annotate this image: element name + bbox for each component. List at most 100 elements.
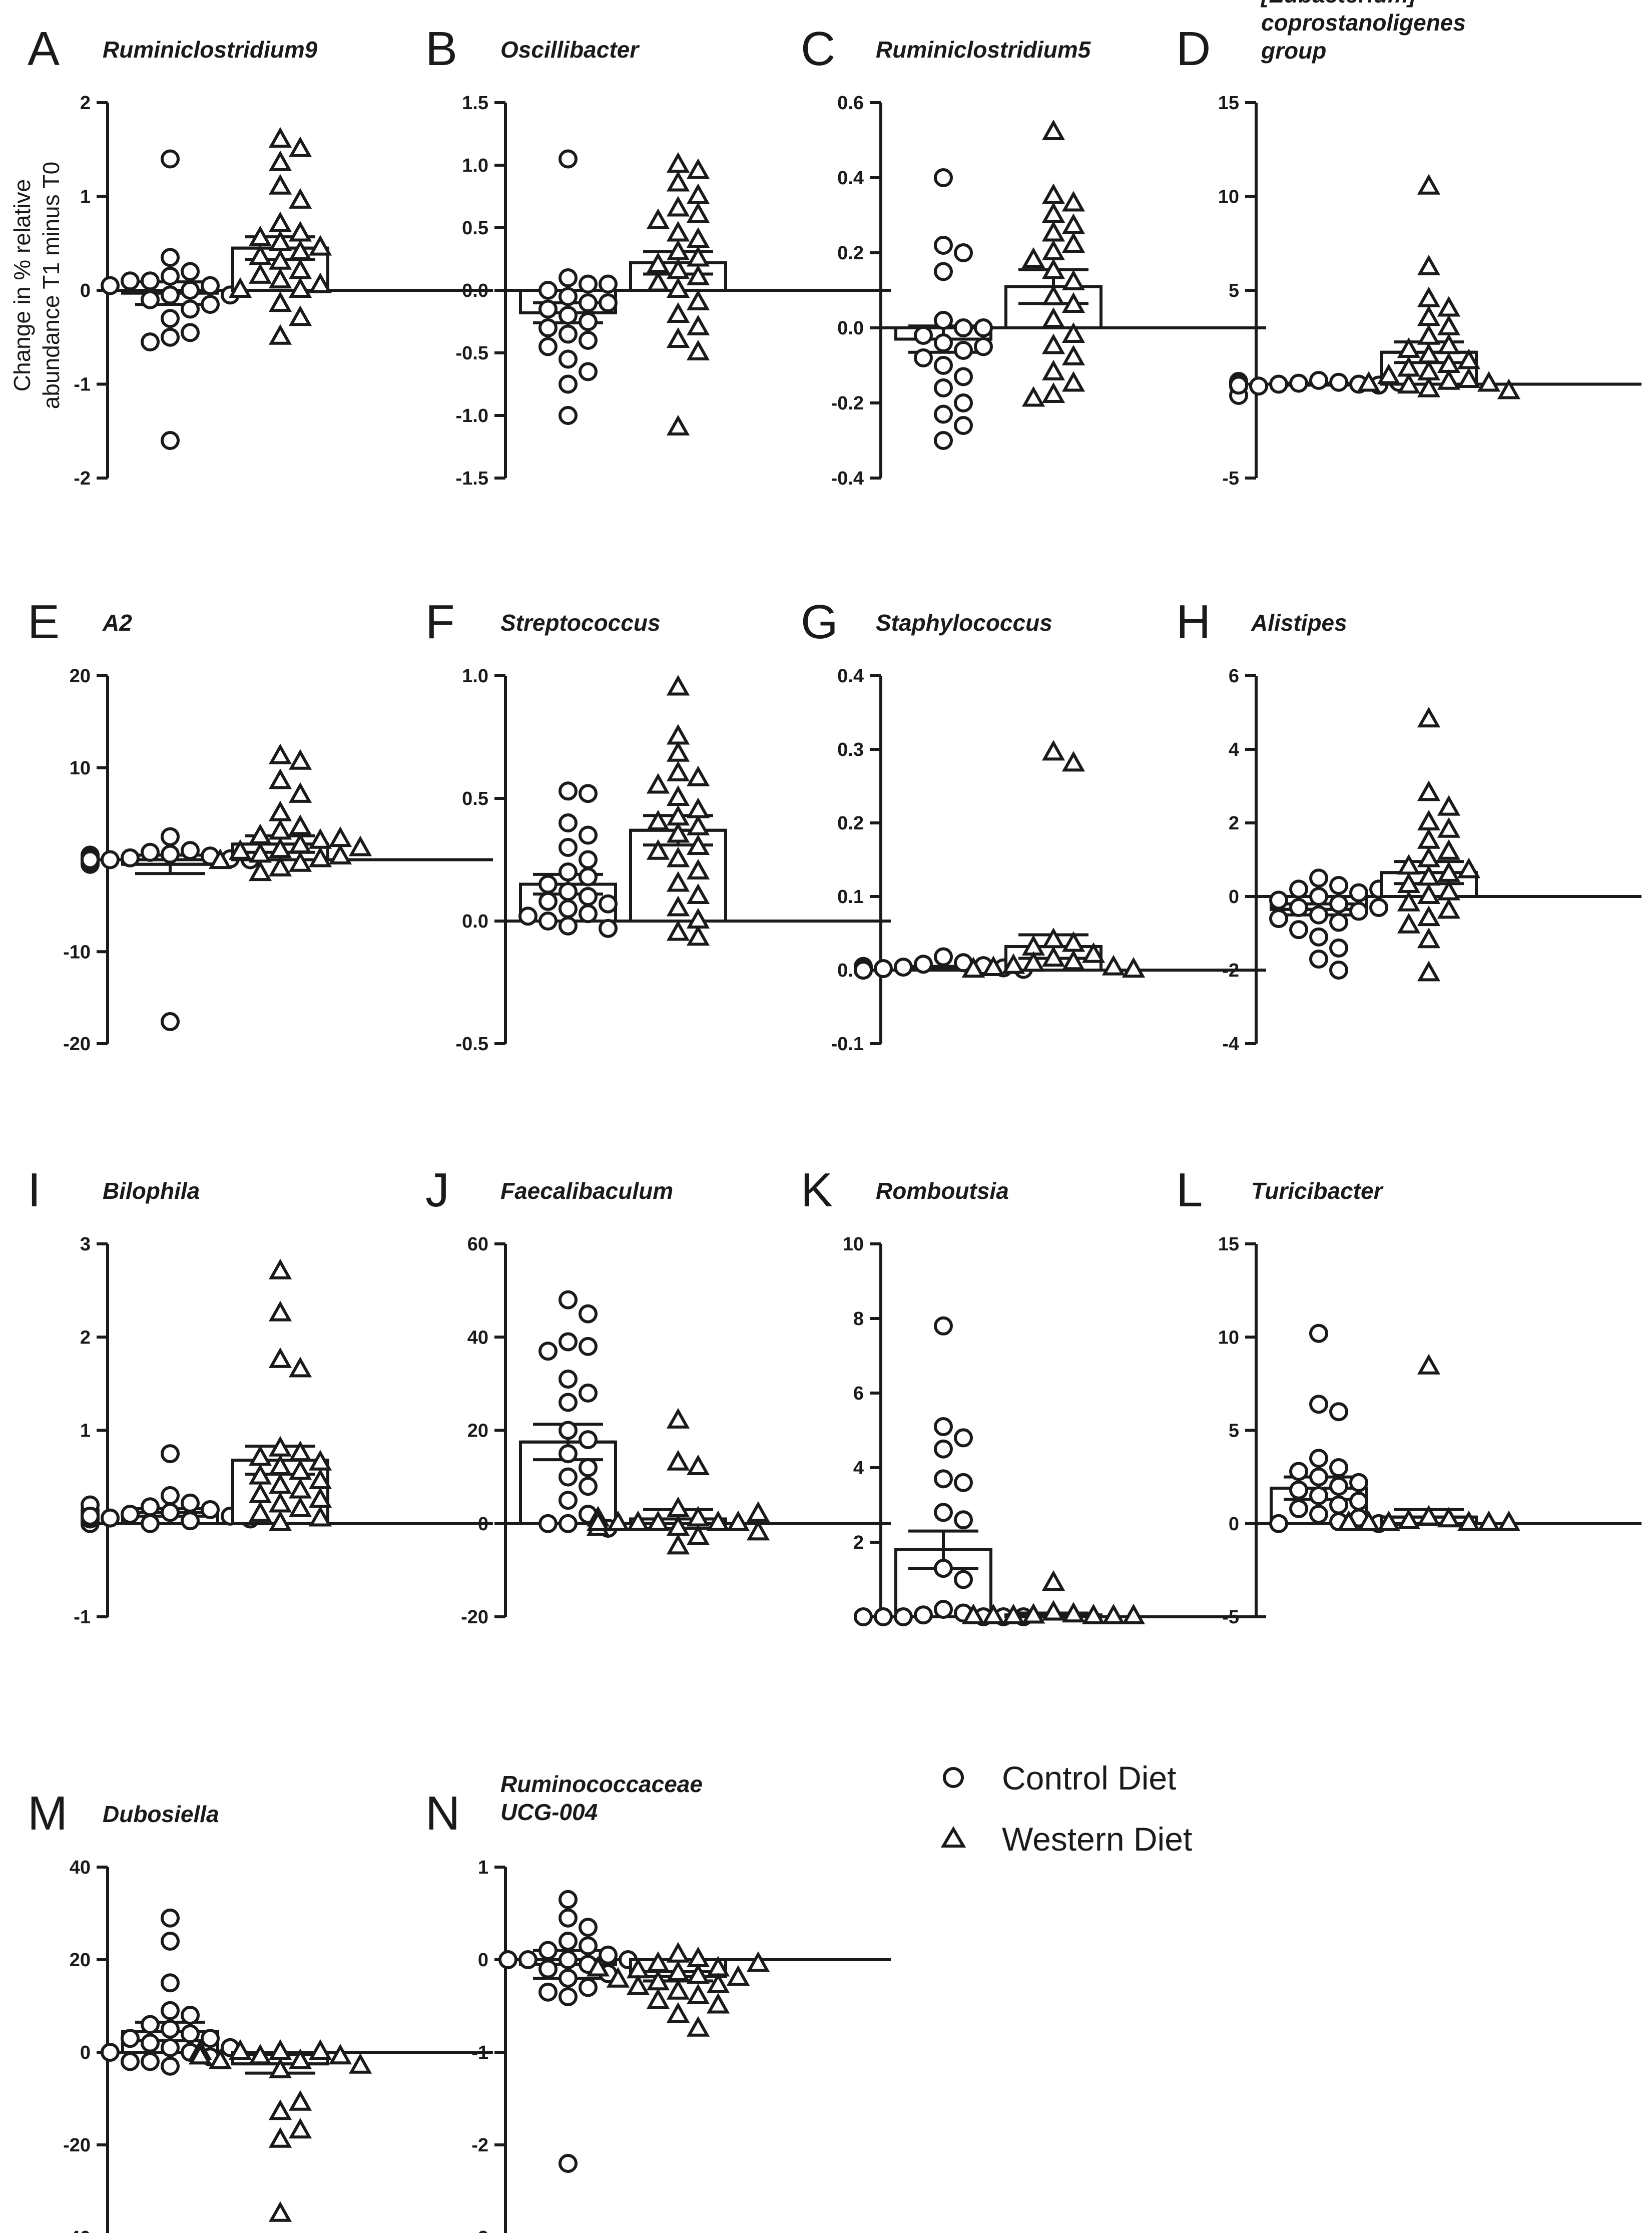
panel-e-tick-label-1: -10 <box>63 942 91 963</box>
panel-c-western-point-20 <box>1021 386 1045 407</box>
panel-k-tick-label-3: 6 <box>853 1383 864 1404</box>
panel-b-letter: B <box>425 22 457 76</box>
panel-c-tick-label-0: -0.4 <box>831 468 864 489</box>
panel-n-control-point-3 <box>559 1932 578 1951</box>
panel-h-control-point-15 <box>1309 949 1328 969</box>
panel-e-western-point-0 <box>268 743 292 764</box>
panel-m-western-point-5 <box>268 2057 292 2078</box>
panel-i-western-point-18 <box>248 1501 272 1522</box>
panel-n-control-point-8 <box>518 1950 537 1969</box>
panel-l-title-line-1: Turicibacter <box>1251 1178 1384 1204</box>
panel-g-tick-label-4: 0.3 <box>837 739 864 760</box>
panel-k-letter: K <box>801 1163 833 1217</box>
panel-a-western-point-15 <box>268 268 292 289</box>
panel-g-western-point-2 <box>1041 928 1065 949</box>
panel-k-western-point-2 <box>1061 1602 1085 1623</box>
panel-l-tick-label-0: -5 <box>1222 1607 1239 1628</box>
panel-d-western-point-16 <box>1437 369 1461 390</box>
panel-n-control-point-15 <box>559 1987 578 2006</box>
panel-k-control-point-7 <box>954 1510 973 1530</box>
panel-c-western-point-9 <box>1041 258 1065 279</box>
panel-d-tick-label-2: 5 <box>1229 280 1239 301</box>
panel-i-control-point-10 <box>181 1511 200 1531</box>
panel-d-western-point-20 <box>1417 376 1441 397</box>
panel-f-control-point-6 <box>559 862 578 881</box>
panel-b-title-line-1: Oscillibacter <box>500 37 640 63</box>
panel-f-western-point-3 <box>666 760 690 781</box>
panel-f-control-point-8 <box>538 874 558 894</box>
panel-n-tick-label-0: -3 <box>471 2227 488 2233</box>
panel-l-western-point-4 <box>1457 1510 1481 1531</box>
panel-j-control-point-7 <box>559 1393 578 1412</box>
panel-b-control-point-1 <box>559 268 578 287</box>
panel-d-title-line-2: coprostanoligenes <box>1261 10 1466 36</box>
panel-m-western-point-1 <box>268 2127 292 2148</box>
panel-b-western-point-18 <box>686 314 710 335</box>
panel-j-western-point-20 <box>586 1510 610 1531</box>
panel-a-western-point-6 <box>288 221 312 242</box>
panel-a-western-point-3 <box>268 174 292 195</box>
panel-i-western-point-6 <box>248 1445 272 1466</box>
panel-c-tick-label-2: 0.0 <box>837 318 864 339</box>
panel-a-control-point-5 <box>141 271 160 291</box>
panel-h-western-point-14 <box>1397 890 1421 912</box>
panel-i-title-line-1: Bilophila <box>103 1178 200 1204</box>
panel-f-control-point-15 <box>559 916 578 936</box>
panel-b-control-point-18 <box>599 274 618 294</box>
panel-i-western-point-20 <box>268 1510 292 1531</box>
panel-l-control-point-12 <box>1329 1495 1348 1515</box>
panel-j-western-point-5 <box>646 1510 670 1531</box>
panel-c-title-line-1: Ruminiclostridium5 <box>876 37 1091 63</box>
panel-c-control-point-6 <box>914 326 933 345</box>
panel-f-western-point-2 <box>666 741 690 762</box>
panel-n-title-line-1: Ruminococcaceae <box>500 1771 703 1797</box>
panel-l-control-point-2 <box>1329 1402 1348 1422</box>
panel-e-western-point-8 <box>308 828 332 849</box>
panel-j-western-point-12 <box>686 1524 710 1545</box>
panel-h-control-point-3 <box>1349 883 1368 903</box>
panel-f-title-line-1: Streptococcus <box>500 610 661 636</box>
panel-l-control-point-8 <box>1329 1477 1348 1496</box>
panel-b-control-point-15 <box>579 362 598 381</box>
panel-n-control-point-13 <box>579 1978 598 1997</box>
panel-e-western-point-6 <box>268 819 292 840</box>
panel-a-western-point-14 <box>248 263 272 284</box>
panel-d-title-line-1: [Eubacterium] <box>1260 0 1417 8</box>
panel-e-control-point-2 <box>141 842 160 862</box>
panel-h-control-point-16 <box>1329 961 1348 980</box>
panel-h-western-point-6 <box>1437 839 1461 860</box>
panel-d-tick-label-4: 15 <box>1218 93 1239 114</box>
panel-g-control-point-6 <box>874 959 893 979</box>
panel-a-western-point-1 <box>288 136 312 157</box>
panel-k-western-point-6 <box>1102 1603 1126 1624</box>
panel-g-tick-label-2: 0.1 <box>837 886 864 908</box>
panel-f-control-point-9 <box>559 882 578 902</box>
panel-b-western-point-3 <box>686 183 710 204</box>
panel-h-tick-label-2: 0 <box>1229 886 1239 908</box>
panel-l-control-point-6 <box>1309 1467 1328 1487</box>
panel-b-western-point-6 <box>646 208 670 229</box>
panel-c-control-point-12 <box>934 378 953 397</box>
panel-k-control-point-16 <box>874 1607 893 1626</box>
panel-l-tick-label-3: 10 <box>1218 1327 1239 1348</box>
panel-b-western-point-4 <box>666 196 690 217</box>
panel-n-control-point-10 <box>538 1959 558 1979</box>
panel-h-western-point-13 <box>1417 883 1441 904</box>
panel-e-western-point-12 <box>308 846 332 867</box>
panel-a-tick-label-1: -1 <box>74 374 91 395</box>
panel-h-western-point-4 <box>1437 817 1461 838</box>
panel-e-tick-label-0: -20 <box>63 1034 91 1055</box>
panel-b-western-point-13 <box>686 264 710 285</box>
panel-f-western-point-12 <box>686 834 710 855</box>
panel-l-control-point-14 <box>1309 1505 1328 1524</box>
panel-c-control-point-2 <box>954 243 973 262</box>
panel-m-western-point-8 <box>268 2039 292 2060</box>
panel-k-control-point-18 <box>854 1607 873 1626</box>
panel-j-western-point-4 <box>686 1506 710 1527</box>
panel-h-control-point-0 <box>1309 868 1328 888</box>
panel-f-western-point-19 <box>666 920 690 941</box>
panel-e-western-point-4 <box>268 800 292 821</box>
panel-f-western-point-6 <box>666 785 690 806</box>
panel-f-western-point-21 <box>646 839 670 860</box>
panel-a-control-point-18 <box>101 276 120 295</box>
